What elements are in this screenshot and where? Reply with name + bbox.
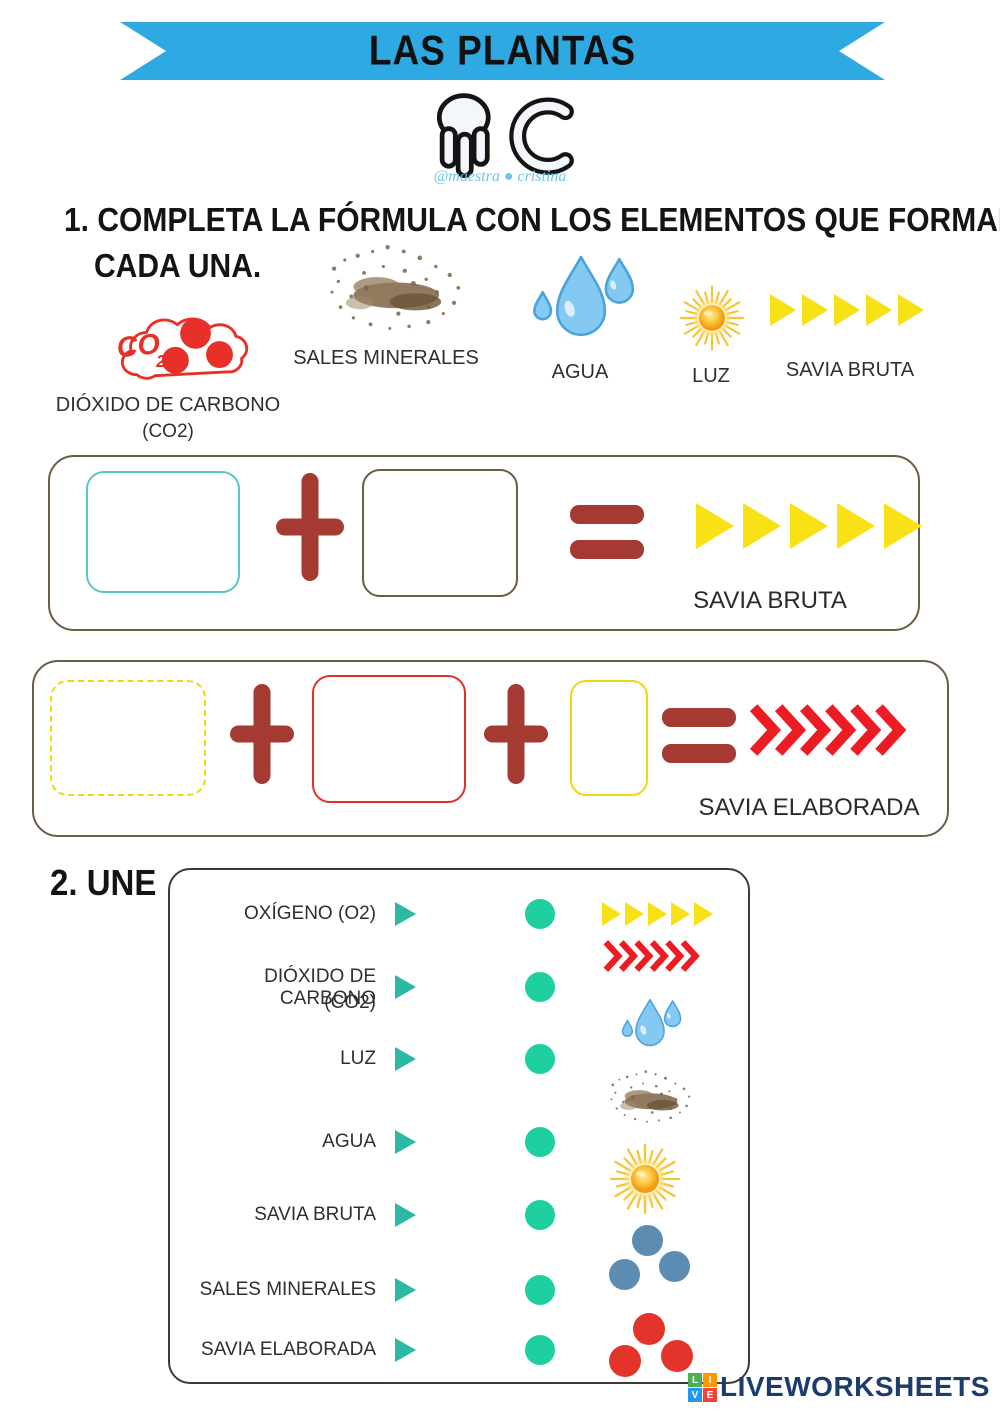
arrow-right-icon	[395, 1203, 416, 1227]
match-label-savia-elaborada[interactable]: SAVIA ELABORADA	[201, 1339, 376, 1360]
target-blue-dots[interactable]	[602, 1225, 702, 1295]
formula1-box: SAVIA BRUTA	[48, 455, 922, 631]
co2-subscript: 2	[155, 351, 166, 371]
legend-label-savia-bruta: SAVIA BRUTA	[785, 359, 915, 381]
sun-icon	[679, 285, 745, 351]
arrow-right-icon	[395, 1338, 416, 1362]
target-red-dots[interactable]	[607, 1313, 699, 1379]
equals-icon	[570, 505, 644, 559]
yellow-arrows-icon	[770, 294, 924, 326]
target-yellow-arrows[interactable]	[602, 902, 713, 926]
legend-label-sales: SALES MINERALES	[293, 347, 479, 369]
author-credit: @maestra ● cristina	[433, 168, 567, 185]
formula1-result-label: SAVIA BRUTA	[693, 587, 847, 614]
match-dot-savia-bruta[interactable]	[525, 1200, 555, 1230]
section1-heading-line2: CADA UNA.	[94, 248, 262, 285]
formula2-slot-3[interactable]	[570, 680, 648, 796]
yellow-arrows-result	[696, 503, 922, 549]
plus-icon	[276, 473, 344, 581]
match-label-dioxido[interactable]: DIÓXIDO DE CARBONO	[264, 966, 376, 1009]
formula2-result-label: SAVIA ELABORADA	[698, 794, 920, 821]
liveworksheets-wordmark: LIVEWORKSHEETS	[720, 1371, 990, 1402]
target-soil-splatter[interactable]	[593, 1064, 705, 1132]
match-dot-agua[interactable]	[525, 1127, 555, 1157]
equals-icon	[662, 708, 736, 763]
match-label-savia-bruta[interactable]: SAVIA BRUTA	[254, 1204, 376, 1225]
legend-label-luz: LUZ	[692, 365, 730, 387]
section1-heading-line1: 1. COMPLETA LA FÓRMULA CON LOS ELEMENTOS…	[64, 202, 1000, 239]
title-ribbon: LAS PLANTAS	[120, 22, 885, 80]
formula2-slot-1[interactable]	[50, 680, 206, 796]
formula1-slot-1[interactable]	[86, 471, 240, 593]
arrow-right-icon	[395, 975, 416, 999]
section2-heading: 2. UNE	[50, 862, 157, 903]
logo-square-l: L	[688, 1373, 702, 1387]
target-red-chevrons[interactable]	[600, 940, 702, 972]
co2-cloud-icon: CO 2	[115, 317, 249, 380]
legend-sublabel-dioxido: (CO2)	[142, 421, 194, 442]
match-label-oxigeno[interactable]: OXÍGENO (O2)	[244, 903, 376, 924]
legend-label-agua: AGUA	[551, 361, 609, 383]
arrow-right-icon	[395, 902, 416, 926]
match-dot-oxigeno[interactable]	[525, 899, 555, 929]
soil-splatter-icon	[330, 245, 461, 331]
maestra-cristina-hands-logo	[436, 93, 574, 178]
page-title: LAS PLANTAS	[368, 27, 637, 74]
match-label-agua[interactable]: AGUA	[322, 1131, 376, 1152]
arrow-right-icon	[395, 1130, 416, 1154]
match-dot-savia-elaborada[interactable]	[525, 1335, 555, 1365]
arrow-right-icon	[395, 1047, 416, 1071]
formula2-box: SAVIA ELABORADA	[32, 660, 949, 837]
logo-square-i: I	[703, 1373, 717, 1387]
plus-icon	[230, 684, 294, 784]
water-drops-icon	[533, 255, 635, 337]
arrow-right-icon	[395, 1278, 416, 1302]
logo-square-e: E	[703, 1388, 717, 1402]
matching-box: OXÍGENO (O2) DIÓXIDO DE CARBONO (CO2) LU…	[168, 868, 750, 1384]
match-dot-sales[interactable]	[525, 1275, 555, 1305]
formula1-slot-2[interactable]	[362, 469, 518, 597]
match-dot-luz[interactable]	[525, 1044, 555, 1074]
co2-text: CO	[115, 328, 161, 364]
liveworksheets-logo-icon: L I V E	[688, 1373, 717, 1402]
legend-label-dioxido: DIÓXIDO DE CARBONO	[55, 394, 281, 416]
logo-square-v: V	[688, 1388, 702, 1402]
match-label-luz[interactable]: LUZ	[340, 1048, 376, 1069]
red-chevrons-result	[742, 704, 912, 756]
match-sublabel-dioxido[interactable]: (CO2)	[324, 992, 376, 1013]
target-water-drops[interactable]	[605, 996, 695, 1054]
match-label-sales[interactable]: SALES MINERALES	[199, 1279, 376, 1300]
plus-icon	[484, 684, 548, 784]
target-sun[interactable]	[608, 1142, 682, 1216]
match-dot-dioxido[interactable]	[525, 972, 555, 1002]
formula2-slot-2[interactable]	[312, 675, 466, 803]
